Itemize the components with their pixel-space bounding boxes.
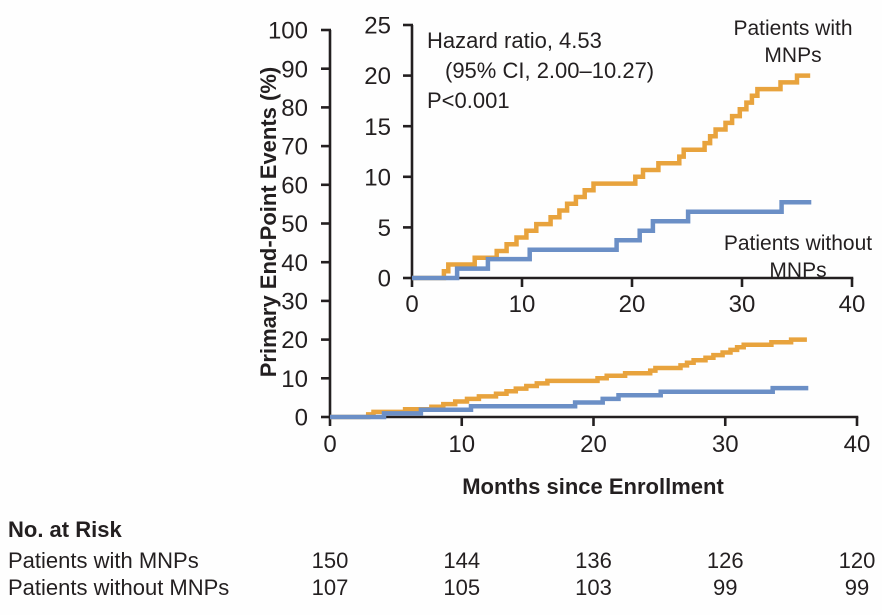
curve-label-without-mnps-line2: MNPs [769, 259, 827, 282]
risk-value: 107 [311, 575, 349, 600]
confidence-interval-line: (95% CI, 2.00–10.27) [445, 58, 655, 83]
main-plot-y-tick-label: 80 [281, 95, 308, 122]
inset-plot-x-tick-label: 40 [839, 291, 866, 318]
main-plot-y-tick-label: 60 [281, 172, 308, 199]
main-curve-with-mnps [330, 337, 807, 420]
main-plot-x-tick-label: 0 [323, 431, 336, 458]
risk-value: 120 [838, 548, 876, 573]
main-plot-y-tick-label: 70 [281, 134, 308, 161]
curve-label-without-mnps-line1: Patients without [723, 232, 873, 255]
hazard-ratio-line: Hazard ratio, 4.53 [427, 28, 602, 53]
main-plot-y-tick-label: 40 [281, 250, 308, 277]
risk-value: 103 [575, 575, 612, 600]
main-plot-x-tick-label: 30 [712, 431, 739, 458]
main-curve-without-mnps [330, 385, 809, 420]
main-plot-x-tick-label: 40 [844, 431, 871, 458]
inset-plot-x-tick-label: 0 [405, 291, 418, 318]
inset-plot-y-tick-label: 5 [378, 215, 391, 242]
x-axis-title: Months since Enrollment [462, 474, 724, 499]
main-plot-x-tick-label: 20 [580, 431, 607, 458]
inset-plot-y-tick-label: 0 [378, 266, 391, 293]
risk-value: 144 [443, 548, 481, 573]
curve-label-with-mnps-line1: Patients with [733, 17, 853, 40]
risk-value: 126 [706, 548, 744, 573]
main-plot-x-tick-label: 10 [448, 431, 475, 458]
main-plot-y-tick-label: 90 [281, 56, 308, 83]
inset-plot-x-tick-label: 20 [619, 291, 646, 318]
main-plot-y-tick-label: 50 [281, 211, 308, 238]
y-axis-title: Primary End-Point Events (%) [256, 66, 281, 378]
curve-label-with-mnps: Patients with MNPs [733, 15, 852, 69]
hazard-ratio-annotation: Hazard ratio, 4.53 (95% CI, 2.00–10.27) … [427, 26, 654, 116]
main-plot-y-tick-label: 100 [268, 18, 308, 45]
curve-label-without-mnps: Patients without MNPs [724, 230, 872, 284]
risk-value: 99 [844, 575, 870, 600]
inset-plot-y-tick-label: 15 [364, 114, 391, 141]
inset-plot-y-tick-label: 20 [364, 63, 391, 90]
risk-row-label-with-mnps: Patients with MNPs [8, 548, 199, 573]
main-plot-y-tick-label: 20 [281, 327, 308, 354]
risk-value: 105 [443, 575, 481, 600]
p-value-line: P<0.001 [427, 88, 510, 113]
inset-plot-y-tick-label: 25 [364, 13, 391, 40]
risk-value: 150 [311, 548, 349, 573]
risk-row-label-without-mnps: Patients without MNPs [8, 575, 230, 600]
main-plot-y-tick-label: 10 [281, 366, 308, 393]
inset-plot-x-tick-label: 30 [729, 291, 756, 318]
inset-plot-x-tick-label: 10 [509, 291, 536, 318]
curve-label-with-mnps-line2: MNPs [764, 44, 822, 67]
main-plot-y-tick-label: 0 [295, 405, 308, 432]
inset-plot-y-tick-label: 10 [364, 164, 391, 191]
risk-value: 136 [575, 548, 612, 573]
inset-curve-with-mnps [412, 73, 811, 281]
risk-value: 99 [713, 575, 738, 600]
risk-table-header: No. at Risk [8, 517, 122, 542]
inset-curve-without-mnps [412, 200, 812, 281]
main-plot-y-tick-label: 30 [281, 289, 308, 316]
